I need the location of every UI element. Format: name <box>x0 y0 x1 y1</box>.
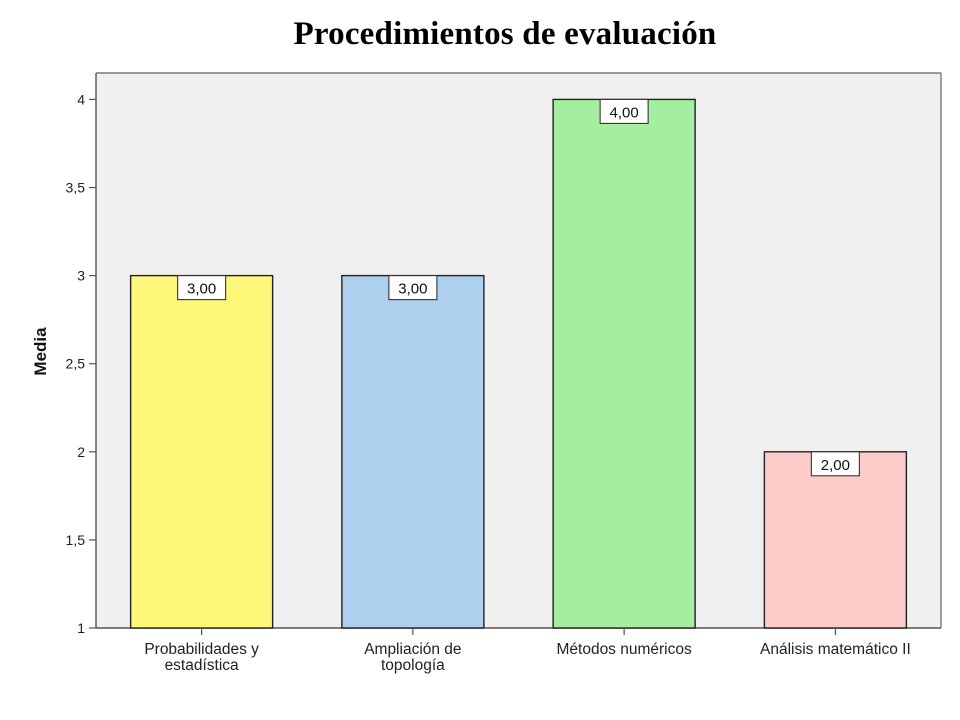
chart-title: Procedimientos de evaluación <box>293 16 717 52</box>
bar <box>763 451 908 629</box>
y-tick-label: 4 <box>77 91 85 107</box>
x-tick-label: topología <box>381 657 445 674</box>
x-tick-label: Métodos numéricos <box>556 641 692 658</box>
data-label: 3,00 <box>398 281 427 298</box>
data-label: 4,00 <box>610 104 639 121</box>
y-tick-label: 1,5 <box>66 532 86 548</box>
x-tick-label: Probabilidades y <box>144 641 259 658</box>
data-label-box <box>177 275 227 301</box>
y-tick-label: 2,5 <box>66 356 86 372</box>
y-tick-label: 2 <box>77 444 85 460</box>
y-tick-label: 3,5 <box>66 180 86 196</box>
x-tick-label: Análisis matemático II <box>760 641 911 658</box>
x-tick-label: Ampliación de <box>364 641 461 658</box>
y-tick-label: 3 <box>77 268 85 284</box>
y-tick-label: 1 <box>77 620 85 636</box>
x-tick-label: estadística <box>165 657 239 674</box>
data-label: 3,00 <box>187 281 216 298</box>
y-axis-title: Media <box>31 327 50 376</box>
bar <box>341 274 485 629</box>
data-label-box <box>810 451 860 477</box>
data-label-box <box>599 98 649 124</box>
data-label: 2,00 <box>821 457 850 474</box>
bar <box>129 274 274 629</box>
data-label-box <box>388 275 438 301</box>
bar <box>552 98 696 629</box>
